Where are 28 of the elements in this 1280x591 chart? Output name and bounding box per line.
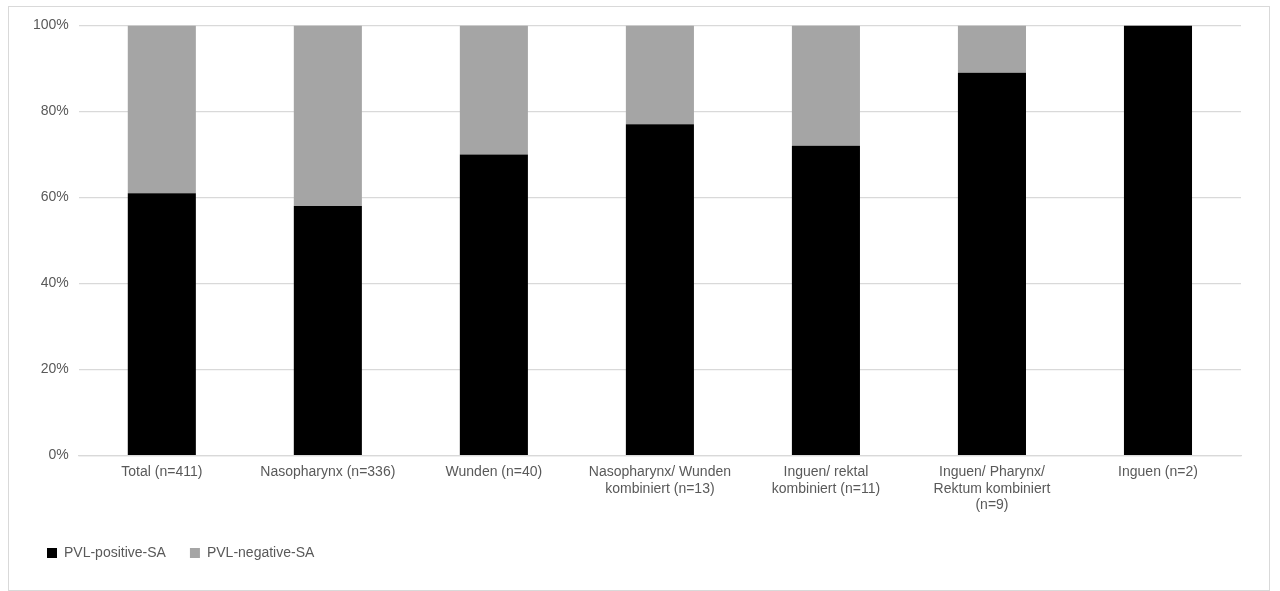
bar	[957, 72, 1026, 455]
x-tick-label: Total (n=411)	[121, 462, 203, 479]
y-tick-label: 20%	[40, 360, 69, 377]
bar	[459, 154, 528, 455]
bar	[1123, 25, 1193, 455]
bar	[791, 25, 860, 146]
x-tick-label: Inguen/ Pharynx/ Rektum kombiniert (n=9)	[933, 462, 1051, 513]
bar	[625, 25, 694, 125]
y-tick-label: 80%	[40, 102, 69, 119]
y-tick-label: 40%	[40, 274, 69, 291]
bar	[127, 193, 196, 455]
bar	[293, 206, 362, 455]
x-tick-label: Nasopharynx/ Wunden kombiniert (n=13)	[588, 462, 731, 496]
bar	[625, 124, 694, 455]
bar	[791, 145, 860, 455]
x-tick-label: Inguen/ rektal kombiniert (n=11)	[771, 462, 881, 496]
x-tick-label: Nasopharynx (n=336)	[260, 462, 396, 479]
x-tick-label: Inguen (n=2)	[1118, 462, 1198, 479]
bar	[459, 25, 528, 155]
bar	[957, 25, 1026, 73]
bar	[293, 25, 362, 207]
y-tick-label: 60%	[40, 188, 69, 205]
legend-label: PVL-positive-SA	[64, 543, 167, 560]
bar	[127, 25, 196, 194]
x-tick-label: Wunden (n=40)	[445, 462, 543, 479]
y-tick-label: 100%	[32, 16, 69, 33]
legend-label: PVL-negative-SA	[206, 543, 315, 560]
y-tick-label: 0%	[48, 446, 69, 463]
